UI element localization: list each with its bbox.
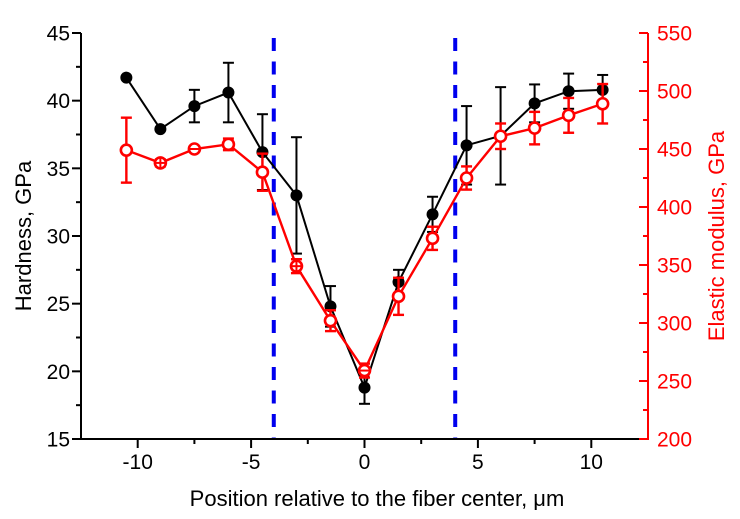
right-axis-tick-label: 450	[657, 139, 692, 162]
modulus-point	[493, 129, 508, 144]
left-axis-tick-label: 20	[47, 361, 70, 384]
right-axis-tick-label: 300	[657, 313, 692, 336]
modulus-point	[459, 171, 474, 185]
hardness-point	[358, 381, 371, 394]
x-axis-tick-label: -5	[242, 451, 261, 474]
modulus-point	[595, 96, 610, 111]
hardness-point	[426, 208, 439, 221]
x-axis-tick-label: -10	[123, 451, 153, 474]
left-axis-title: Hardness, GPa	[11, 160, 36, 311]
modulus-point	[119, 143, 134, 157]
x-axis-tick-label: 0	[359, 451, 371, 474]
hardness-point	[154, 123, 167, 136]
modulus-point	[391, 289, 406, 304]
left-axis-tick-label: 45	[47, 23, 70, 46]
x-axis-tick-label: 5	[472, 451, 484, 474]
left-axis-tick-label: 35	[47, 158, 70, 181]
hardness-point	[528, 97, 541, 110]
modulus-point	[221, 137, 236, 152]
left-axis-tick-label: 30	[47, 226, 70, 249]
right-axis-tick-label: 250	[657, 371, 692, 394]
hardness-point	[256, 146, 269, 159]
right-axis-tick-label: 200	[657, 429, 692, 452]
right-axis-tick-label: 400	[657, 197, 692, 220]
hardness-point	[188, 100, 201, 113]
x-axis-title: Position relative to the fiber center, μ…	[190, 486, 565, 511]
modulus-point	[255, 165, 270, 179]
modulus-point	[323, 313, 338, 328]
left-axis-tick-label: 15	[47, 429, 70, 452]
left-axis-tick-label: 40	[47, 90, 70, 113]
right-axis-tick-label: 550	[657, 23, 692, 46]
hardness-point	[290, 189, 303, 202]
hardness-point	[222, 86, 235, 99]
x-axis-tick-label: 10	[580, 451, 603, 474]
chart-generated-layer: 15 20 25 30 35 40 45 -10 -5 0 5 10 200 250 300 350 400 45…	[47, 23, 692, 475]
right-axis-title: Elastic modulus, GPa	[704, 130, 729, 341]
modulus-point	[561, 108, 576, 123]
right-axis-tick-label: 350	[657, 255, 692, 278]
hardness-point	[120, 71, 133, 84]
right-axis-tick-label: 500	[657, 81, 692, 104]
hardness-point	[460, 139, 473, 152]
modulus-point	[527, 121, 542, 135]
hardness-point	[562, 85, 575, 98]
left-axis-tick-label: 25	[47, 293, 70, 316]
modulus-point	[425, 231, 440, 246]
